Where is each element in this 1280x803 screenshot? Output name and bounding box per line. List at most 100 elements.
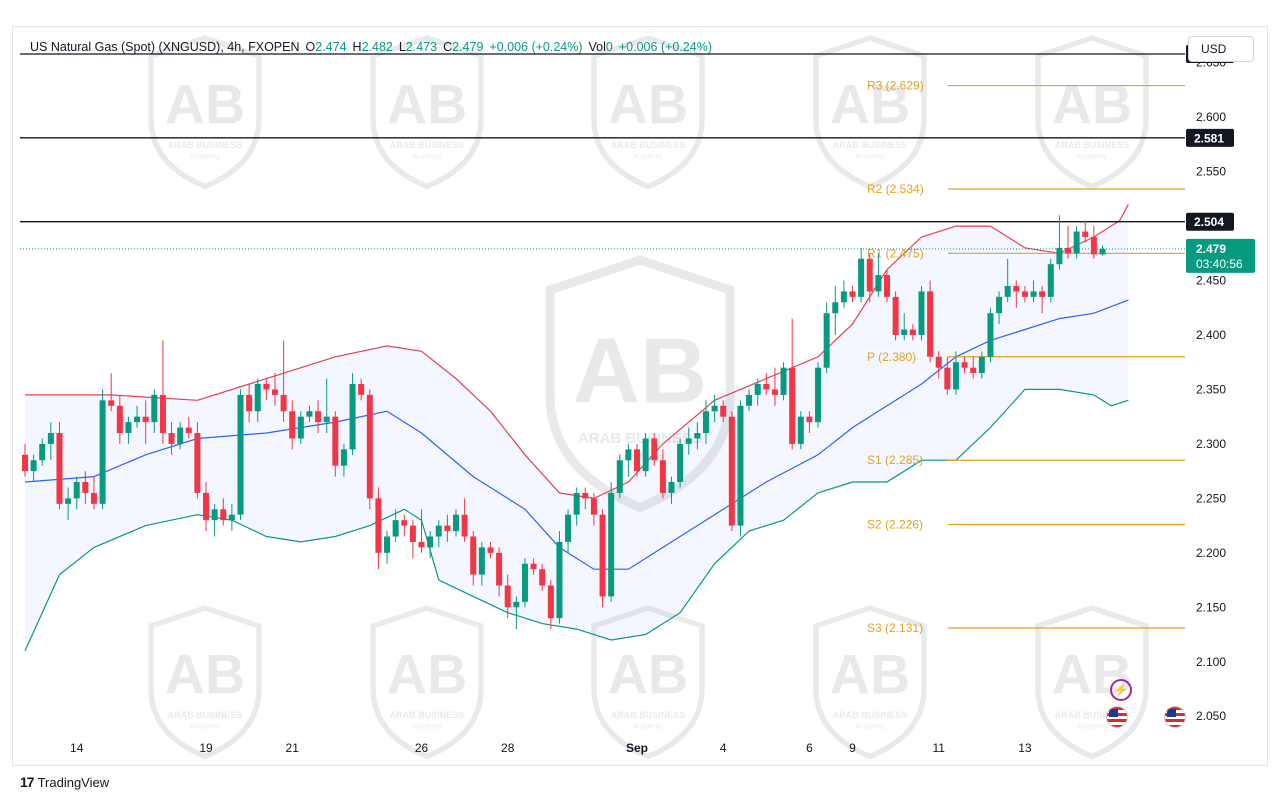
candle xyxy=(435,520,442,548)
candle-body xyxy=(1047,264,1054,297)
volume: Vol0 xyxy=(588,40,613,54)
candle xyxy=(840,280,847,308)
time-tick-label: 11 xyxy=(932,741,945,755)
lightning-icon[interactable]: ⚡ xyxy=(1110,679,1132,701)
level-price-tag xyxy=(1186,212,1234,231)
candle xyxy=(711,394,718,423)
watermark-sub: Academy xyxy=(190,152,220,161)
candle-body xyxy=(573,492,580,515)
candle-body xyxy=(246,394,253,412)
price-tick-label: 2.400 xyxy=(1196,328,1226,342)
watermark-name: ARAB BUSINESS xyxy=(1055,710,1130,720)
candle-body xyxy=(185,427,192,434)
candle xyxy=(237,389,244,521)
time-axis: 14 19 21 26 28 Sep 4 6 9 11 13 xyxy=(70,741,1032,755)
candle-body xyxy=(616,460,623,493)
candle xyxy=(332,411,339,477)
currency-selector[interactable]: USD xyxy=(1188,36,1254,62)
candle-body xyxy=(746,394,753,406)
candle-body xyxy=(151,394,158,423)
candle-body xyxy=(1082,231,1089,237)
candle-body xyxy=(177,427,184,444)
pivot-label: R3 (2.629) xyxy=(867,79,924,93)
candle-body xyxy=(1073,231,1080,254)
candle xyxy=(306,405,313,423)
candle xyxy=(806,411,813,434)
candle xyxy=(918,285,925,341)
candle xyxy=(159,340,166,444)
candle-body xyxy=(73,482,80,499)
candle-body xyxy=(582,492,589,499)
candle xyxy=(659,449,666,499)
candle-body xyxy=(901,329,908,335)
candle xyxy=(384,531,391,564)
candle xyxy=(65,487,72,521)
candle xyxy=(194,422,201,499)
candle xyxy=(254,378,261,423)
candle-body xyxy=(927,291,934,357)
candle xyxy=(39,438,46,466)
tradingview-logo-icon: 17 xyxy=(20,774,35,790)
candle-body xyxy=(159,394,166,434)
candle-body xyxy=(1030,291,1037,297)
candle xyxy=(539,563,546,591)
candle-body xyxy=(306,411,313,417)
candle xyxy=(702,400,709,444)
candle xyxy=(556,531,563,624)
volume-change: +0.006 (+0.24%) xyxy=(618,40,712,54)
candle xyxy=(340,443,347,477)
candle-body xyxy=(1039,291,1046,297)
candle-body xyxy=(203,492,210,521)
us-flag-icon[interactable] xyxy=(1164,706,1186,728)
candle-body xyxy=(375,498,382,553)
watermark-name: ARAB BUSINESS xyxy=(168,710,243,720)
ohlc-low: L2.473 xyxy=(398,40,438,54)
bollinger-upper-line xyxy=(25,204,1129,500)
candle-body xyxy=(634,449,641,472)
candle xyxy=(832,285,839,335)
candle-body xyxy=(677,443,684,483)
watermark-initials: AB xyxy=(573,319,707,423)
candle-body xyxy=(228,514,235,521)
bollinger-fill xyxy=(25,204,1129,651)
candle xyxy=(315,400,322,434)
candle xyxy=(151,389,158,434)
watermark-name: ARAB BUSINESS xyxy=(578,430,702,447)
candlesticks xyxy=(22,215,1106,630)
candle xyxy=(444,514,451,542)
watermark-shield: AB ARAB BUSINESS Academy xyxy=(1035,35,1149,190)
candle xyxy=(358,378,365,401)
watermark-name: ARAB BUSINESS xyxy=(611,710,686,720)
watermark-shield-outline xyxy=(370,605,484,760)
candle-body xyxy=(280,394,287,412)
bollinger-lower-line xyxy=(24,388,1129,652)
candle-body xyxy=(409,525,416,542)
candle xyxy=(116,394,123,444)
candle-body xyxy=(504,585,511,608)
candle-body xyxy=(909,329,916,335)
pivot-label: S3 (2.131) xyxy=(867,621,923,635)
candle-body xyxy=(1013,285,1020,292)
candle-body xyxy=(978,356,985,374)
price-tick-label: 2.550 xyxy=(1196,165,1226,179)
candle xyxy=(142,400,149,444)
pivot-label: R1 (2.475) xyxy=(867,246,924,260)
watermark-name: ARAB BUSINESS xyxy=(390,710,465,720)
candle xyxy=(573,487,580,526)
candle xyxy=(1090,226,1097,259)
candle-body xyxy=(797,416,804,444)
candle xyxy=(547,580,554,630)
candle xyxy=(668,476,675,504)
tradingview-name: TradingView xyxy=(37,774,110,790)
us-flag-icon[interactable] xyxy=(1106,706,1128,728)
candle xyxy=(289,400,296,450)
tradingview-brand[interactable]: 17 TradingView xyxy=(20,774,109,790)
candle xyxy=(461,498,468,542)
ohlc-open: O2.474 xyxy=(305,40,347,54)
chart-legend: US Natural Gas (Spot) (XNGUSD), 4h, FXOP… xyxy=(30,40,718,54)
level-price-tag-label: 2.581 xyxy=(1194,131,1224,145)
price-tick-label: 2.050 xyxy=(1196,709,1226,723)
candle xyxy=(82,471,89,504)
watermark-name: ARAB BUSINESS xyxy=(390,140,465,150)
